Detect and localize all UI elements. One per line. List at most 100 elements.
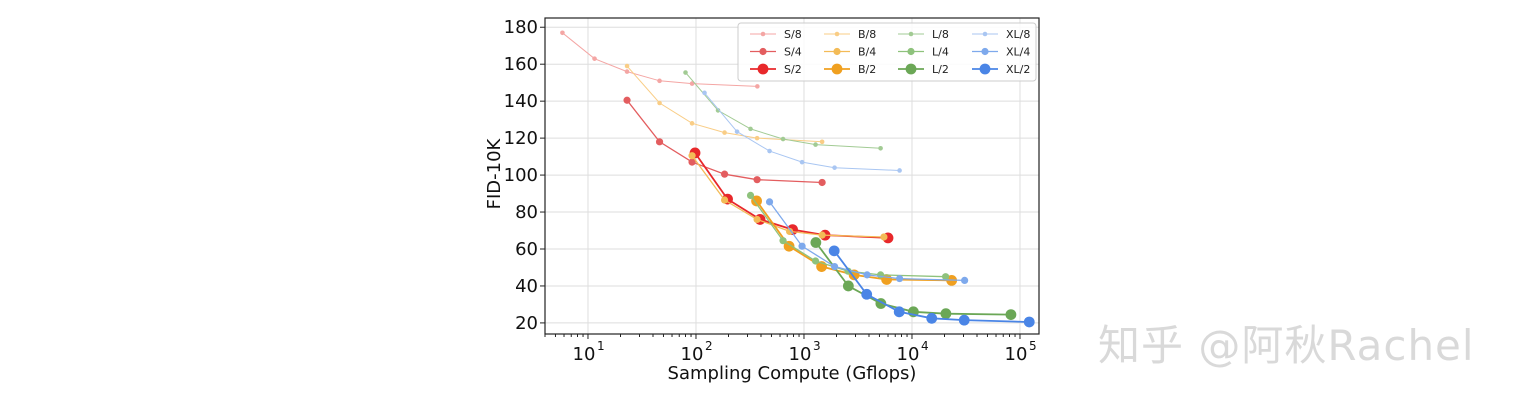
data-point: [746, 191, 755, 200]
axes-frame: [544, 17, 1040, 335]
legend-label: XL/2: [1006, 63, 1030, 76]
data-point: [940, 308, 952, 320]
series-line: [562, 32, 758, 87]
y-tick-label: 120: [504, 128, 538, 149]
data-point: [895, 274, 904, 283]
legend-entry: B/2: [824, 63, 876, 76]
legend-label: XL/4: [1006, 46, 1030, 59]
legend-entry: S/8: [750, 28, 802, 41]
x-tick-label: 10: [897, 344, 920, 365]
legend-entry: XL/2: [972, 63, 1030, 76]
series-xl-8: [702, 90, 902, 173]
series-s-4: [623, 96, 826, 187]
data-point: [942, 273, 950, 281]
legend-label: L/8: [932, 28, 949, 41]
legend-marker: [979, 63, 991, 75]
legend-entry: XL/8: [972, 28, 1030, 41]
x-tick-label: 10: [573, 344, 596, 365]
data-point: [767, 148, 772, 154]
data-point: [623, 96, 631, 104]
series-line: [833, 250, 1030, 323]
data-point: [798, 242, 806, 250]
data-point: [832, 165, 837, 170]
y-tick-label: 160: [504, 54, 538, 75]
legend-marker: [759, 47, 767, 56]
legend-marker: [981, 47, 989, 56]
legend-label: L/2: [932, 63, 949, 76]
data-point: [818, 231, 826, 239]
legend: S/8 S/4 S/2 B/8 B/4 B/2 L/8 L/4 L/2 XL/8 XL/4 XL/2: [737, 22, 1037, 82]
data-point: [734, 129, 740, 134]
data-point: [657, 100, 662, 106]
data-point: [722, 130, 727, 135]
series-xl-4: [765, 198, 969, 285]
y-axis-label: FID-10K: [484, 137, 505, 209]
data-point: [810, 237, 822, 248]
y-tick-label: 20: [515, 313, 538, 334]
legend-marker: [908, 31, 914, 37]
x-tick-label: 10: [789, 344, 812, 365]
data-point: [748, 126, 753, 132]
data-point: [1023, 316, 1035, 328]
data-point: [657, 78, 662, 84]
data-point: [893, 306, 905, 318]
legend-label: B/8: [858, 28, 876, 41]
legend-entry: L/2: [898, 63, 949, 76]
data-point: [720, 170, 729, 178]
data-point: [958, 314, 970, 326]
data-point: [961, 276, 969, 285]
data-point: [880, 233, 888, 241]
legend-label: S/2: [784, 63, 802, 76]
data-point: [779, 237, 787, 245]
x-axis-ticks: 10 1 10 2 10 3 10 4 10 5: [544, 334, 1037, 365]
y-tick-label: 180: [504, 17, 538, 38]
data-point: [560, 30, 565, 36]
y-axis-ticks: 20 40 60 80 100 120 140 160 180: [504, 17, 545, 334]
legend-marker: [982, 31, 988, 37]
legend-entry: XL/4: [972, 46, 1030, 59]
legend-marker: [760, 31, 766, 37]
y-tick-label: 100: [504, 165, 538, 186]
data-point: [861, 288, 873, 300]
data-point: [780, 136, 786, 142]
data-point: [811, 257, 820, 265]
data-point: [799, 159, 805, 165]
series-line: [691, 155, 884, 238]
legend-marker: [907, 47, 915, 56]
legend-entry: S/4: [750, 46, 802, 59]
series-l-8: [683, 70, 883, 151]
data-point: [1005, 309, 1017, 320]
series-layer: [560, 30, 1035, 328]
data-point: [878, 145, 883, 151]
legend-label: XL/8: [1006, 28, 1030, 41]
legend-marker: [757, 63, 769, 75]
series-line: [626, 65, 823, 143]
data-point: [830, 262, 839, 271]
y-tick-label: 60: [515, 239, 538, 260]
x-axis-label: Sampling Compute (Gflops): [668, 363, 917, 384]
legend-label: S/8: [784, 28, 802, 41]
series-line: [685, 72, 881, 149]
x-tick-exponent: 1: [597, 339, 605, 353]
x-tick-exponent: 4: [921, 339, 929, 353]
data-point: [753, 176, 761, 184]
data-point: [702, 90, 707, 96]
series-line: [769, 201, 965, 282]
data-point: [818, 178, 826, 187]
legend-box: [737, 22, 1037, 82]
legend-label: L/4: [932, 46, 949, 59]
data-point: [688, 158, 696, 166]
x-tick-exponent: 2: [705, 339, 713, 353]
data-point: [765, 198, 774, 206]
data-point: [876, 271, 885, 279]
legend-marker: [833, 47, 841, 56]
legend-marker: [905, 63, 917, 75]
y-tick-label: 80: [515, 202, 538, 223]
series-s-8: [560, 30, 760, 89]
data-point: [751, 195, 762, 207]
data-point: [926, 312, 938, 324]
x-tick-label: 10: [1005, 344, 1028, 365]
y-tick-label: 40: [515, 276, 538, 297]
legend-entry: B/8: [824, 28, 876, 41]
data-point: [655, 138, 664, 146]
